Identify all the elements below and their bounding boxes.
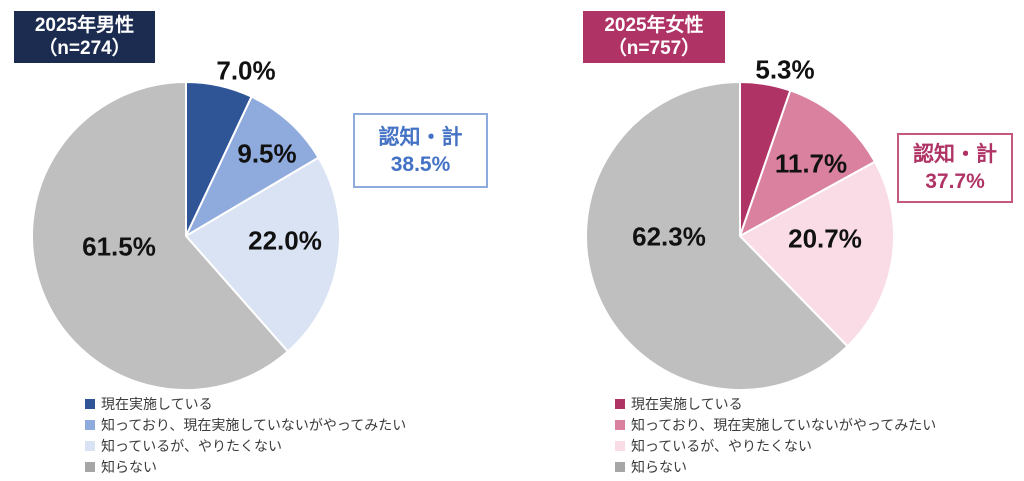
legend-swatch-icon bbox=[85, 398, 95, 409]
legend-label: 現在実施している bbox=[631, 395, 743, 412]
legend-row-female-0: 現在実施している bbox=[615, 393, 936, 414]
pie-label-male-3: 61.5% bbox=[82, 231, 156, 262]
legend-swatch-icon bbox=[85, 440, 95, 451]
awareness-total-callout-female: 認知・計 37.7% bbox=[897, 133, 1013, 203]
legend-row-male-0: 現在実施している bbox=[85, 393, 406, 414]
pie-label-male-2: 22.0% bbox=[248, 225, 322, 256]
pie-slice-female-2 bbox=[739, 160, 895, 348]
legend-swatch-icon bbox=[615, 461, 625, 472]
legend-swatch-icon bbox=[615, 419, 625, 430]
legend-swatch-icon bbox=[85, 419, 95, 430]
legend-swatch-icon bbox=[615, 440, 625, 451]
awareness-total-callout-female-label: 認知・計 bbox=[913, 143, 997, 166]
legend-swatch-icon bbox=[615, 398, 625, 409]
pie-slice-male-1 bbox=[185, 95, 320, 237]
pie-slice-female-1 bbox=[739, 89, 876, 237]
awareness-total-callout-male-label: 認知・計 bbox=[378, 125, 463, 149]
pie-slice-female-3 bbox=[585, 81, 849, 391]
chart-title-male: 2025年男性 （n=274） bbox=[14, 11, 155, 63]
chart-title-female-line2: （n=757） bbox=[607, 38, 701, 59]
pie-label-female-2: 20.7% bbox=[788, 223, 862, 254]
chart-title-male-line1: 2025年男性 bbox=[34, 15, 135, 36]
pie-label-male-1: 9.5% bbox=[237, 138, 297, 169]
legend-row-male-1: 知っており、現在実施していないがやってみたい bbox=[85, 414, 406, 435]
pie-label-female-3: 62.3% bbox=[632, 221, 706, 252]
legend-female: 現在実施している知っており、現在実施していないがやってみたい 知っているが、やりた… bbox=[615, 393, 936, 477]
pie-label-male-0: 7.0% bbox=[216, 55, 276, 86]
legend-label: 知らない bbox=[631, 458, 687, 475]
legend-label: 知っており、現在実施していないがやってみたい bbox=[631, 416, 937, 433]
chart-title-female-line1: 2025年女性 bbox=[604, 15, 704, 36]
pie-slice-male-3 bbox=[31, 81, 289, 391]
pie-label-female-0: 5.3% bbox=[755, 54, 815, 85]
legend-label: 現在実施している bbox=[101, 395, 213, 412]
legend-label: 知っているが、やりたくない bbox=[631, 437, 813, 454]
legend-row-female-2: 知っているが、やりたくない bbox=[615, 435, 936, 456]
legend-swatch-icon bbox=[85, 461, 95, 472]
chart-title-male-line2: （n=274） bbox=[38, 38, 131, 59]
awareness-total-callout-male-value: 38.5% bbox=[390, 152, 451, 176]
chart-title-female: 2025年女性 （n=757） bbox=[583, 11, 725, 63]
awareness-total-callout-female-value: 37.7% bbox=[925, 170, 985, 193]
legend-row-male-2: 知っているが、やりたくない bbox=[85, 435, 406, 456]
legend-row-female-3: 知らない bbox=[615, 456, 936, 477]
legend-row-male-3: 知らない bbox=[85, 456, 406, 477]
legend-male: 現在実施している知っており、現在実施していないがやってみたい 知っているが、やりた… bbox=[85, 393, 406, 477]
legend-label: 知らない bbox=[101, 458, 157, 475]
pie-slice-male-2 bbox=[185, 156, 341, 353]
pie-label-female-1: 11.7% bbox=[774, 148, 848, 179]
legend-row-female-1: 知っており、現在実施していないがやってみたい bbox=[615, 414, 936, 435]
legend-label: 知っており、現在実施していないがやってみたい bbox=[101, 416, 407, 433]
awareness-total-callout-male: 認知・計 38.5% bbox=[353, 113, 488, 188]
legend-label: 知っているが、やりたくない bbox=[101, 437, 283, 454]
